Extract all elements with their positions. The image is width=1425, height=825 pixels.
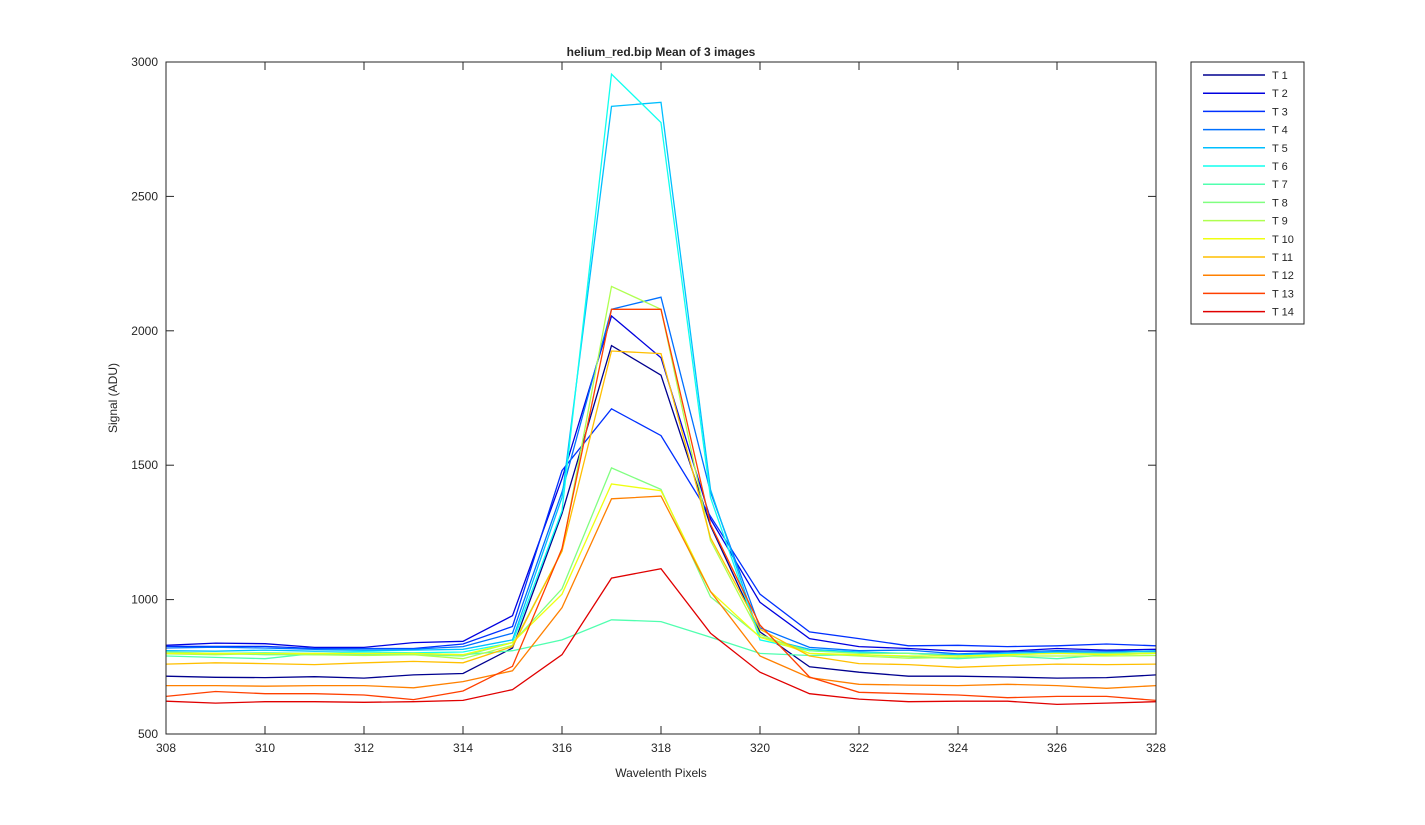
- legend-label-5: T 5: [1272, 143, 1288, 155]
- series-line-3: [166, 407, 1157, 650]
- x-tick-label: 326: [1047, 741, 1067, 755]
- y-tick-label: 500: [138, 727, 158, 741]
- x-tick-label: 316: [552, 741, 572, 755]
- legend-label-13: T 13: [1272, 288, 1294, 300]
- y-tick-label: 3000: [131, 55, 158, 69]
- x-tick-label: 314: [453, 741, 473, 755]
- legend-label-14: T 14: [1272, 307, 1294, 319]
- legend-label-3: T 3: [1272, 106, 1288, 118]
- x-axis-label: Wavelenth Pixels: [615, 766, 707, 780]
- series-line-1: [165, 344, 1157, 679]
- legend-label-8: T 8: [1272, 197, 1288, 209]
- legend-label-6: T 6: [1272, 161, 1288, 173]
- legend-label-10: T 10: [1272, 234, 1294, 246]
- legend-label-12: T 12: [1272, 270, 1294, 282]
- series-line-12: [166, 495, 1157, 689]
- x-tick-label: 310: [255, 741, 275, 755]
- x-tick-label: 322: [849, 741, 869, 755]
- x-tick-label: 324: [948, 741, 968, 755]
- y-tick-label: 2500: [131, 189, 158, 203]
- series-line-11: [165, 350, 1157, 668]
- legend-box: [1190, 61, 1305, 325]
- series-line-10: [166, 483, 1157, 657]
- legend-label-7: T 7: [1272, 179, 1288, 191]
- series-line-5: [165, 101, 1157, 656]
- x-tick-label: 312: [354, 741, 374, 755]
- legend-label-4: T 4: [1272, 125, 1288, 137]
- series-layer: [165, 72, 1157, 706]
- x-tick-label: 320: [750, 741, 770, 755]
- legend: T 1 T 2 T 3 T 4 T 5 T 6 T 7 T 8 T 9 T 10 T 11 T 12 T…: [1190, 61, 1305, 325]
- legend-label-9: T 9: [1272, 216, 1288, 228]
- series-line-2: [165, 314, 1157, 652]
- legend-label-1: T 1: [1272, 70, 1288, 82]
- series-line-4: [165, 296, 1156, 655]
- series-line-14: [165, 567, 1157, 706]
- chart-title: helium_red.bip Mean of 3 images: [567, 45, 756, 59]
- x-tick-label: 308: [156, 741, 176, 755]
- y-tick-label: 1000: [131, 593, 158, 607]
- y-tick-label: 2000: [131, 324, 158, 338]
- y-tick-label: 1500: [131, 458, 158, 472]
- plot-area-frame: [165, 61, 1157, 735]
- series-line-9: [165, 285, 1157, 660]
- x-tick-label: 328: [1146, 741, 1166, 755]
- series-line-13: [165, 308, 1157, 702]
- y-axis-label: Signal (ADU): [106, 363, 120, 433]
- legend-label-11: T 11: [1272, 252, 1293, 264]
- axis-ticks: 308 310 312 314 316 318 320 322 324 326 328 500 1000…: [131, 55, 1166, 755]
- legend-label-2: T 2: [1272, 88, 1288, 100]
- x-tick-label: 318: [651, 741, 671, 755]
